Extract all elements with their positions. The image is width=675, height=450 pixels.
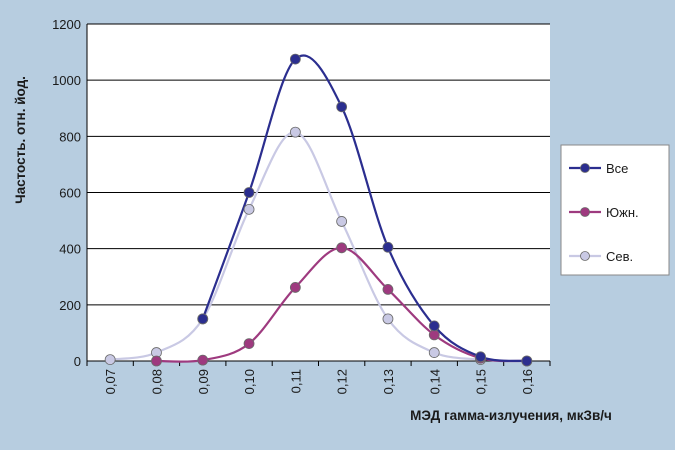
x-tick-labels: 0,07 0,08 0,09 0,10 0,11 0,12 0,13 0,14 0,15 0,16 — [103, 369, 535, 394]
data-point-series-0 — [382, 241, 394, 253]
y-tick-label: 0 — [74, 354, 81, 369]
y-tick-label: 200 — [59, 298, 81, 313]
data-point-series-0 — [289, 53, 301, 65]
data-point-series-1 — [382, 283, 394, 295]
x-axis-title: МЭД гамма-излучения, мкЗв/ч — [410, 408, 612, 423]
data-point-series-1 — [151, 355, 162, 367]
legend-label: Все — [606, 161, 628, 176]
legend: Все Южн. Сев. — [560, 144, 670, 276]
data-point-series-1 — [336, 242, 348, 254]
legend-marker — [580, 251, 590, 261]
data-point-series-2 — [428, 347, 440, 358]
data-point-series-0 — [475, 351, 486, 363]
y-tick-label: 1200 — [52, 17, 81, 32]
y-tick-labels: 0 200 400 600 800 1000 1200 — [52, 17, 81, 369]
y-tick-label: 600 — [59, 186, 81, 201]
x-tick-label: 0,12 — [335, 369, 350, 394]
y-axis-title: Частость. отн. йод. — [13, 76, 28, 204]
legend-marker — [580, 207, 590, 217]
legend-box — [560, 144, 670, 276]
data-point-series-0 — [428, 320, 440, 332]
x-tick-label: 0,16 — [520, 369, 535, 394]
data-point-series-1 — [243, 338, 255, 349]
data-point-series-2 — [104, 354, 116, 365]
x-tick-label: 0,14 — [427, 369, 442, 394]
legend-label: Сев. — [606, 249, 633, 264]
x-tick-label: 0,09 — [196, 369, 211, 394]
data-point-series-0 — [521, 355, 533, 367]
data-point-series-2 — [336, 216, 348, 227]
legend-marker — [580, 163, 590, 173]
data-point-series-2 — [243, 203, 255, 215]
y-tick-label: 400 — [59, 242, 81, 257]
data-point-series-2 — [382, 313, 394, 325]
legend-label: Южн. — [606, 205, 639, 220]
data-point-series-0 — [336, 101, 348, 113]
data-point-series-1 — [197, 354, 209, 366]
data-point-series-2 — [289, 126, 301, 138]
data-point-series-0 — [197, 313, 209, 325]
data-point-series-0 — [243, 187, 255, 198]
x-tick-label: 0,11 — [288, 369, 303, 393]
data-point-series-1 — [289, 282, 301, 293]
x-tick-label: 0,07 — [103, 369, 118, 394]
data-point-series-1 — [428, 329, 440, 341]
x-tick-label: 0,08 — [149, 369, 164, 394]
x-tick-label: 0,10 — [242, 369, 257, 394]
y-tick-label: 1000 — [52, 73, 81, 88]
x-tick-label: 0,13 — [381, 369, 396, 394]
x-tick-label: 0,15 — [474, 369, 489, 394]
y-tick-label: 800 — [59, 129, 81, 144]
series-group — [104, 53, 533, 367]
